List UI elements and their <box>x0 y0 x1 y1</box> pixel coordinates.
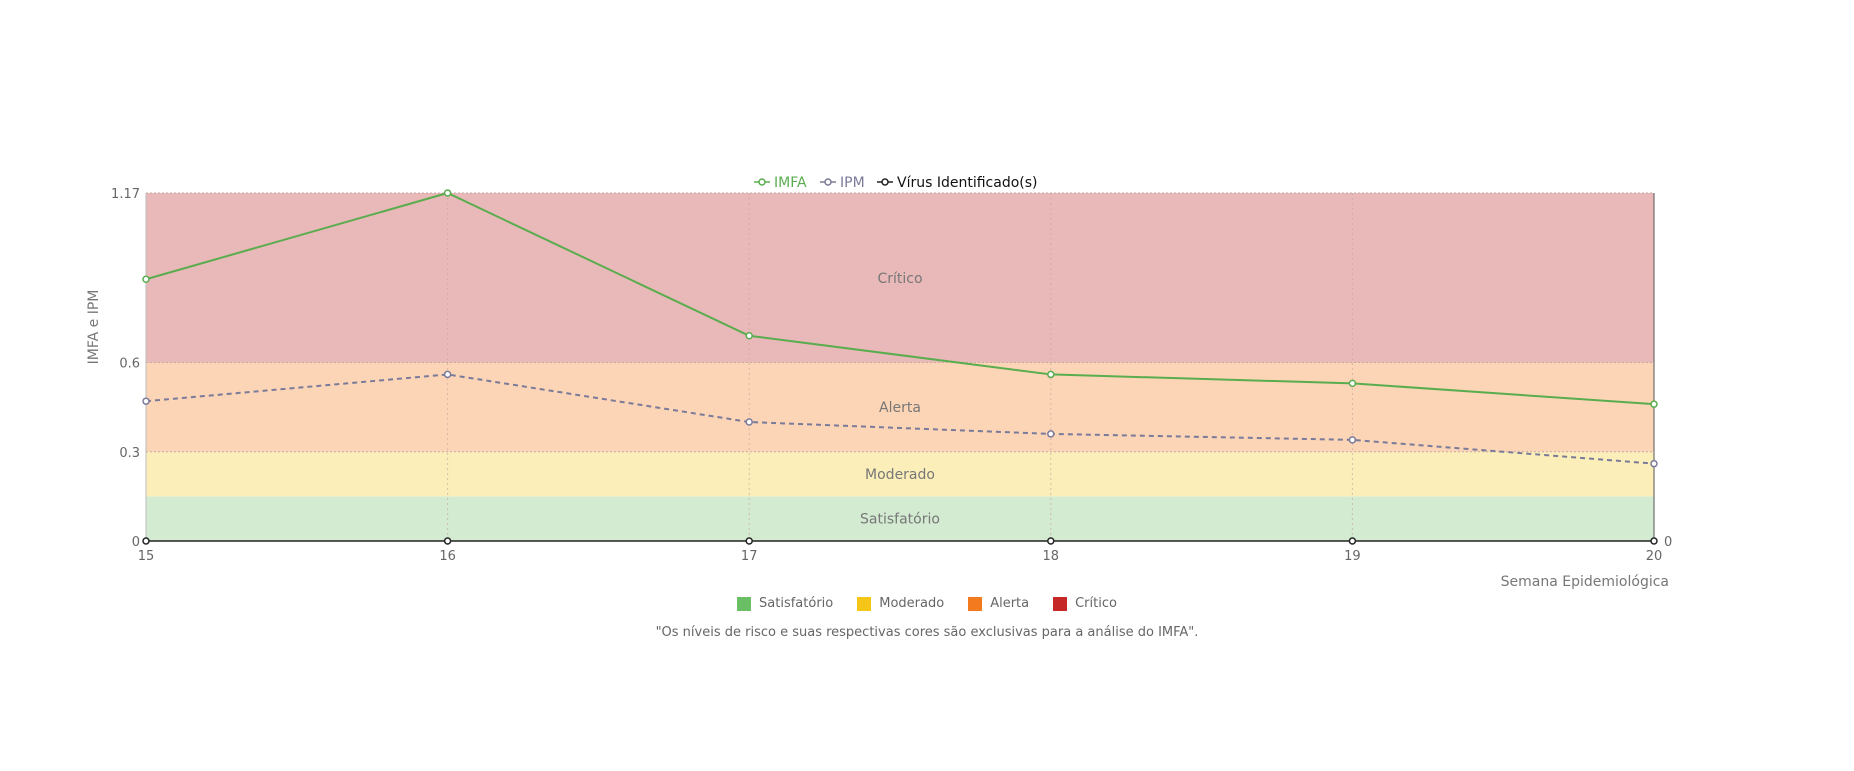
data-point[interactable] <box>1348 436 1357 444</box>
risk-band-1 <box>146 451 1654 497</box>
data-point[interactable] <box>142 275 150 284</box>
x-tick-label: 16 <box>439 549 456 564</box>
x-tick-label: 15 <box>138 549 155 564</box>
risk-legend-label: Moderado <box>879 596 945 611</box>
risk-legend-swatch <box>1053 596 1068 611</box>
legend-label[interactable]: Vírus Identificado(s) <box>897 175 1038 191</box>
risk-legend-swatch <box>968 596 983 611</box>
series-line-ipm <box>145 373 1655 465</box>
data-point[interactable] <box>1047 537 1055 545</box>
data-point[interactable] <box>1650 400 1658 408</box>
y-tick-label: 1.17 <box>111 187 140 202</box>
risk-legend-label: Crítico <box>1075 596 1117 611</box>
data-point[interactable] <box>1047 370 1055 379</box>
risk-legend-swatch <box>737 596 752 611</box>
data-point[interactable] <box>1650 459 1658 468</box>
data-point[interactable] <box>142 397 150 405</box>
x-axis-title: Semana Epidemiológica <box>1501 574 1669 590</box>
y2-tick-label: 0 <box>1664 535 1672 550</box>
risk-legend-label: Satisfatório <box>759 596 834 611</box>
data-point[interactable] <box>443 537 452 545</box>
data-point[interactable] <box>443 189 452 197</box>
y-tick-label: 0.3 <box>119 446 140 461</box>
risk-legend-item-critico[interactable]: Crítico <box>1053 596 1117 611</box>
data-point[interactable] <box>1348 537 1357 545</box>
legend-label[interactable]: IMFA <box>774 175 807 191</box>
risk-legend-item-alerta[interactable]: Alerta <box>968 596 1029 611</box>
data-point[interactable] <box>1047 430 1055 438</box>
risk-legend-item-moderado[interactable]: Moderado <box>857 596 944 611</box>
legend-marker-swatch[interactable] <box>824 178 832 186</box>
x-tick-label: 20 <box>1646 549 1663 564</box>
y-axis-title: IMFA e IPM <box>86 290 102 365</box>
y-tick-label: 0.6 <box>119 357 140 372</box>
x-tick-label: 18 <box>1043 549 1060 564</box>
data-point[interactable] <box>142 537 150 545</box>
risk-band-0 <box>146 496 1654 541</box>
legend-marker-swatch[interactable] <box>881 178 889 186</box>
data-point[interactable] <box>1348 379 1357 388</box>
legend-marker-swatch[interactable] <box>758 178 766 186</box>
band-label: Crítico <box>877 271 922 287</box>
risk-legend: Satisfatório Moderado Alerta Crítico <box>0 596 1854 611</box>
data-point[interactable] <box>745 332 753 340</box>
data-point[interactable] <box>1650 537 1658 545</box>
risk-band-2 <box>146 362 1654 452</box>
data-point[interactable] <box>745 537 753 545</box>
y-tick-label: 0 <box>132 535 140 550</box>
risk-band-3 <box>146 193 1654 363</box>
risk-legend-label: Alerta <box>990 596 1030 611</box>
risk-note: "Os níveis de risco e suas respectivas c… <box>655 625 1199 640</box>
band-label: Satisfatório <box>860 512 940 528</box>
risk-legend-swatch <box>857 596 872 611</box>
x-tick-label: 17 <box>741 549 758 564</box>
risk-legend-item-satisfatorio[interactable]: Satisfatório <box>737 596 833 611</box>
legend-label[interactable]: IPM <box>840 175 865 191</box>
x-tick-label: 19 <box>1344 549 1361 564</box>
data-point[interactable] <box>443 370 452 379</box>
band-label: Moderado <box>865 467 935 483</box>
band-label: Alerta <box>879 400 921 416</box>
series-line-imfa <box>145 191 1655 406</box>
data-point[interactable] <box>745 418 753 426</box>
